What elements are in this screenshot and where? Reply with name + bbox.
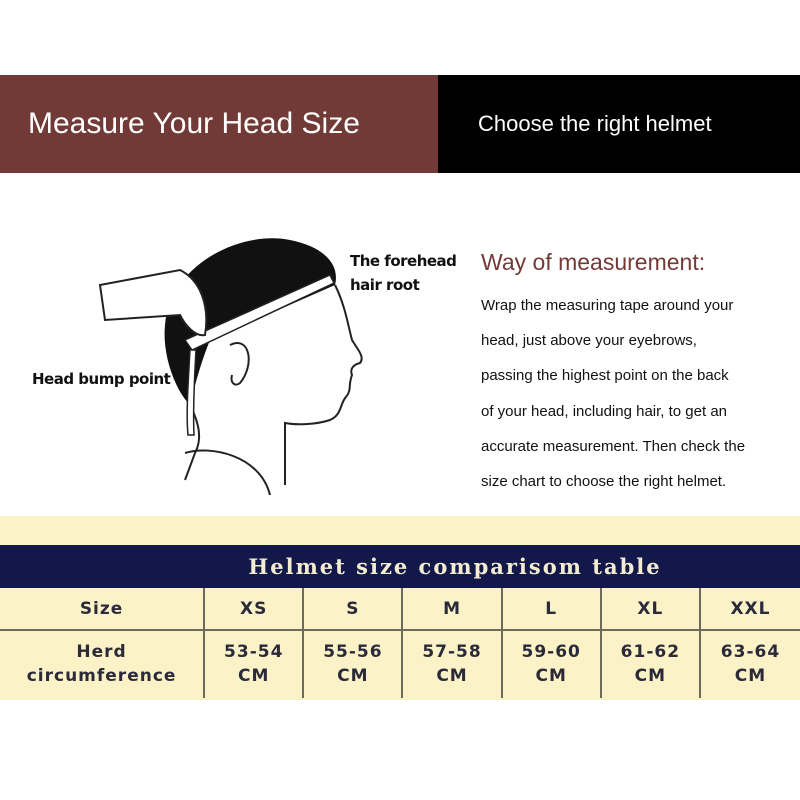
size-cell: XS <box>205 588 305 629</box>
instruction-line: of your head, including hair, to get an <box>481 402 728 420</box>
size-row-header: Size <box>0 588 206 629</box>
header-right-band: Choose the right helmet <box>438 75 800 173</box>
label-forehead-line1: The forehead <box>350 252 457 270</box>
range: 63-64 <box>720 642 781 662</box>
instruction-line: accurate measurement. Then check the <box>481 437 746 455</box>
size-cell: XXL <box>730 598 771 619</box>
circumference-cell: 53-54 CM <box>205 630 305 698</box>
circumference-cell: 55-56 CM <box>304 630 404 698</box>
instruction-line: size chart to choose the right helmet. <box>481 473 727 491</box>
circumference-row: Herd circumference 53-54 CM 55-56 CM 57-58… <box>0 630 800 698</box>
circumference-row-header: Herd circumference <box>0 630 206 698</box>
instruction-line: passing the highest point on the back <box>481 367 729 385</box>
label-forehead-line2: hair root <box>350 276 420 294</box>
hand-arm <box>98 268 208 337</box>
range: 55-56 <box>323 642 383 662</box>
face-outline <box>284 284 363 485</box>
unit: CM <box>238 666 270 686</box>
header-right-title: Choose the right helmet <box>478 111 712 136</box>
range: 57-58 <box>422 642 482 662</box>
instruction-line: head, just above your eyebrows, <box>481 332 697 350</box>
circumference-cell: 59-60 CM <box>503 630 602 698</box>
size-table-title: Helmet size comparisom table <box>0 545 800 588</box>
unit: CM <box>337 666 369 686</box>
range: 53-54 <box>224 642 284 662</box>
tape-hanging <box>186 349 197 436</box>
measuring-tape <box>183 274 336 351</box>
ear <box>229 342 250 386</box>
size-cell: L <box>503 588 602 629</box>
unit: CM <box>535 666 567 686</box>
header-left-title: Measure Your Head Size <box>28 107 360 140</box>
unit: CM <box>436 666 468 686</box>
size-cell: XL <box>602 588 701 629</box>
unit: CM <box>734 666 767 686</box>
label-forehead-hair-root: The forehead hair root <box>350 249 457 297</box>
circumference-cell: 63-64 CM <box>701 630 800 698</box>
label-head-bump-point: Head bump point <box>32 370 171 388</box>
measurement-instructions: Wrap the measuring tape around your head… <box>481 288 781 499</box>
range: 61-62 <box>620 642 681 662</box>
row-header-line1: Herd <box>76 642 127 662</box>
circumference-cell: 61-62 CM <box>602 630 701 698</box>
head-measurement-illustration <box>98 238 363 496</box>
instruction-line: Wrap the measuring tape around your <box>481 297 734 314</box>
shoulder <box>184 449 271 496</box>
unit: CM <box>634 666 667 686</box>
size-table: Helmet size comparisom table Size XS S M… <box>0 516 800 700</box>
header-left-band: Measure Your Head Size <box>0 75 438 173</box>
measurement-title: Way of measurement: <box>481 249 706 275</box>
row-header-line2: circumference <box>26 666 177 686</box>
size-cell: S <box>304 588 404 629</box>
range: 59-60 <box>521 642 581 662</box>
size-row: Size XS S M L XL XXL <box>0 588 800 631</box>
size-cell: M <box>403 588 503 629</box>
circumference-cell: 57-58 CM <box>403 630 503 698</box>
